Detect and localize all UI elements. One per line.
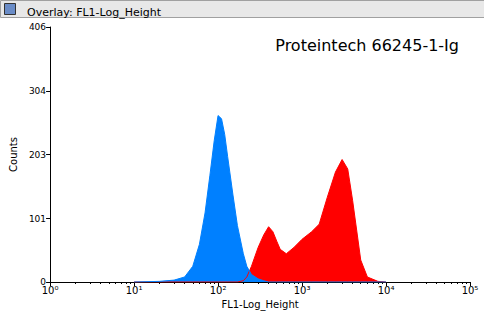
svg-text:10⁰: 10⁰	[42, 285, 59, 296]
svg-text:Overlay: FL1-Log_Height: Overlay: FL1-Log_Height	[27, 6, 162, 19]
svg-text:10⁴: 10⁴	[378, 285, 395, 296]
svg-text:10³: 10³	[294, 285, 311, 296]
svg-text:10¹: 10¹	[126, 285, 143, 296]
svg-text:203: 203	[29, 150, 46, 160]
svg-text:101: 101	[29, 214, 46, 224]
svg-text:Counts: Counts	[8, 137, 19, 172]
svg-text:FL1-Log_Height: FL1-Log_Height	[221, 299, 298, 311]
svg-text:304: 304	[29, 86, 46, 96]
svg-text:10⁵: 10⁵	[462, 285, 479, 296]
svg-text:10²: 10²	[210, 285, 227, 296]
svg-text:Proteintech 66245-1-Ig: Proteintech 66245-1-Ig	[275, 36, 459, 55]
svg-text:0: 0	[40, 277, 47, 287]
svg-text:406: 406	[29, 22, 46, 32]
